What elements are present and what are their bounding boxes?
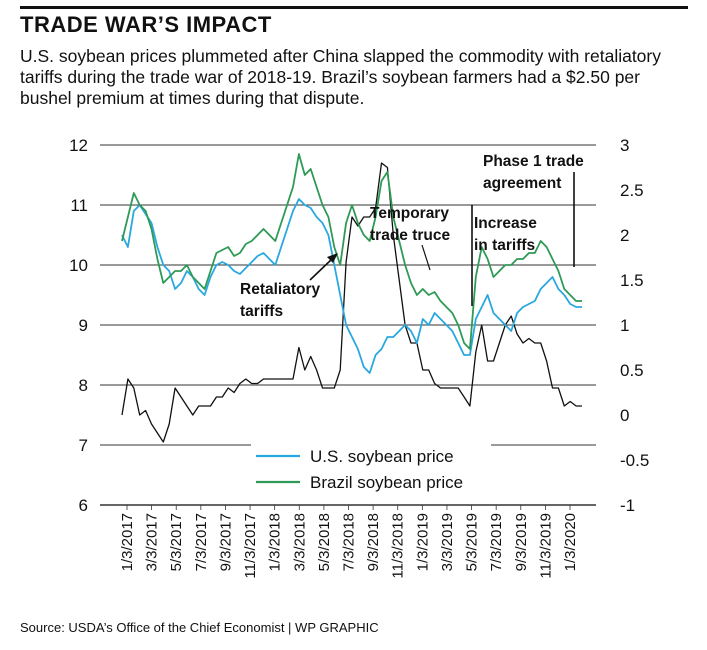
x-tick-label: 9/3/2019 (513, 513, 530, 571)
y-tick-label: 10 (69, 256, 88, 275)
y2-tick-label: 1 (620, 316, 629, 335)
y2-tick-label: -0.5 (620, 451, 649, 470)
x-tick-label: 9/3/2018 (365, 513, 382, 571)
page-title: TRADE WAR’S IMPACT (20, 12, 272, 37)
y2-tick-label: 3 (620, 136, 629, 155)
annotation-label: Temporary (370, 205, 449, 222)
annotation-label: agreement (483, 175, 561, 192)
y2-tick-label: 2 (620, 226, 629, 245)
annotation-label: Increase (474, 215, 537, 232)
x-tick-label: 1/3/2019 (414, 513, 431, 571)
annotation-label: in tariffs (474, 237, 535, 254)
x-tick-label: 5/3/2017 (168, 513, 185, 571)
y2-tick-label: 0 (620, 406, 629, 425)
x-tick-label: 1/3/2018 (267, 513, 284, 571)
title-rule (20, 6, 688, 9)
series-lines (121, 153, 582, 443)
annotation-label: Retaliatory (240, 281, 320, 298)
y2-tick-label: 1.5 (620, 271, 644, 290)
x-axis-ticks: 1/3/2017 3/3/2017 5/3/2017 7/3/2017 9/3/2017… (119, 505, 579, 579)
arrow-head (327, 253, 338, 263)
series-line-brazil (121, 153, 582, 350)
legend-label: U.S. soybean price (310, 447, 454, 466)
annotation-label: tariffs (240, 303, 283, 320)
y2-tick-label: 2.5 (620, 181, 644, 200)
annotations: Retaliatory tariffs Temporary trade truce In… (240, 153, 584, 320)
y-tick-label: 8 (79, 376, 88, 395)
soybean-price-chart: 12 11 10 9 8 7 6 3 2.5 2 1.5 1 0.5 0 -0.5 -1 1/3/2017 3… (69, 136, 649, 579)
retaliatory-tariffs-arrow (309, 257, 334, 281)
x-tick-label: 5/3/2018 (316, 513, 333, 571)
x-tick-label: 11/3/2019 (537, 513, 554, 579)
right-axis-ticks: 3 2.5 2 1.5 1 0.5 0 -0.5 -1 (620, 136, 649, 515)
left-axis-ticks: 12 11 10 9 8 7 6 (69, 136, 88, 515)
x-tick-label: 7/3/2017 (193, 513, 210, 571)
x-tick-label: 7/3/2018 (341, 513, 358, 571)
x-tick-label: 7/3/2019 (488, 513, 505, 571)
x-tick-label: 1/3/2017 (119, 513, 136, 571)
chart-subtitle: U.S. soybean prices plummeted after Chin… (20, 46, 661, 108)
x-tick-label: 11/3/2018 (390, 513, 407, 579)
x-tick-label: 1/3/2020 (562, 513, 579, 571)
y-tick-label: 9 (79, 316, 88, 335)
x-tick-label: 3/3/2018 (291, 513, 308, 571)
x-tick-label: 3/3/2019 (439, 513, 456, 571)
y2-tick-label: 0.5 (620, 361, 644, 380)
x-tick-label: 3/3/2017 (144, 513, 161, 571)
x-tick-label: 9/3/2017 (217, 513, 234, 571)
legend: U.S. soybean price Brazil soybean price (251, 444, 491, 494)
x-tick-label: 5/3/2019 (464, 513, 481, 571)
x-tick-label: 11/3/2017 (242, 513, 259, 579)
annotation-label: trade truce (370, 227, 450, 244)
y-tick-label: 7 (79, 436, 88, 455)
annotation-label: Phase 1 trade (483, 153, 584, 170)
y-tick-label: 11 (70, 196, 88, 215)
legend-label: Brazil soybean price (310, 473, 463, 492)
source-credit: Source: USDA’s Office of the Chief Econo… (20, 620, 379, 635)
y-tick-label: 6 (79, 496, 88, 515)
y2-tick-label: -1 (620, 496, 635, 515)
trade-truce-pointer (421, 244, 431, 271)
y-tick-label: 12 (69, 136, 88, 155)
series-line-us (121, 198, 582, 374)
